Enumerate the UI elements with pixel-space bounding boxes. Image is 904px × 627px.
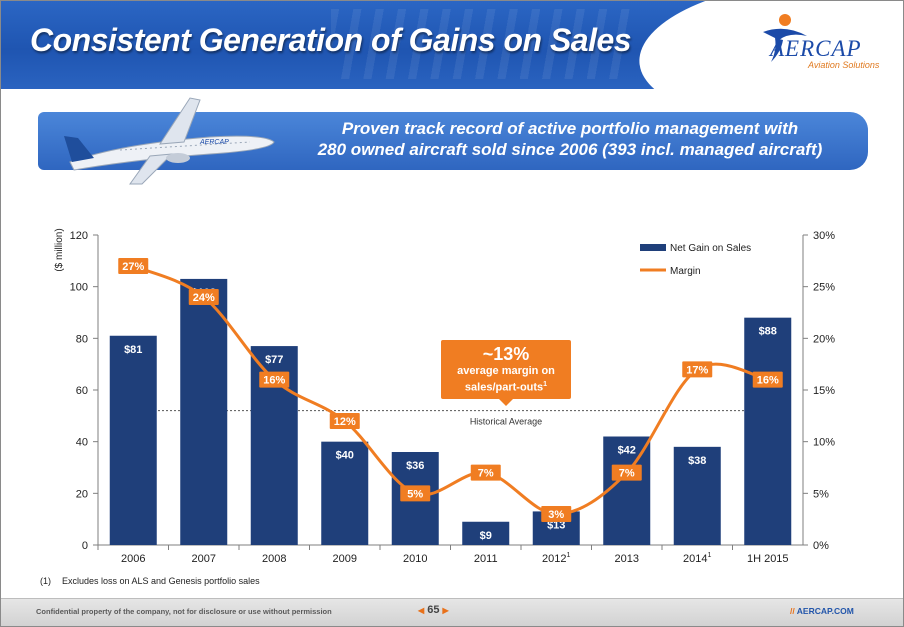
y-tick-label-left: 60 — [76, 385, 88, 397]
legend-bar-swatch — [640, 244, 666, 251]
prev-page-icon[interactable]: ◀ — [418, 606, 425, 615]
y-tick-label-right: 20% — [813, 333, 835, 345]
x-tick-label: 2011 — [474, 553, 498, 565]
y-tick-label-left: 0 — [82, 540, 88, 552]
gain-bar — [109, 335, 157, 545]
callout-pointer — [498, 398, 514, 406]
x-tick-label: 1H 2015 — [747, 553, 789, 565]
y-tick-label-left: 40 — [76, 437, 88, 449]
airplane-image: AERCAP — [64, 97, 275, 185]
gain-bar — [603, 436, 651, 545]
x-tick-label: 2010 — [403, 553, 427, 565]
x-tick-sup: 1 — [567, 552, 571, 559]
gain-bar-label: $9 — [480, 530, 492, 542]
footer-confidential: Confidential property of the company, no… — [36, 607, 332, 616]
x-tick-label: 2007 — [192, 553, 216, 565]
callout-line-2: sales/part-outs1 — [441, 378, 571, 395]
y-tick-label-right: 10% — [813, 437, 835, 449]
page-number: 65 — [427, 604, 440, 616]
callout-value: ~13% — [482, 344, 530, 364]
margin-label: 24% — [193, 292, 215, 304]
margin-label-box — [752, 371, 783, 388]
margin-label: 7% — [619, 468, 635, 480]
y-tick-label-left: 20 — [76, 488, 88, 500]
aercap-logo-icon — [763, 14, 807, 62]
footnote-number: (1) — [40, 576, 51, 586]
gain-bar-label: $42 — [618, 445, 636, 457]
margin-label: 3% — [548, 509, 564, 521]
y-tick-label-right: 15% — [813, 385, 835, 397]
gain-bar-label: $13 — [547, 519, 565, 531]
margin-label: 16% — [757, 375, 779, 387]
legend-line-label: Margin — [670, 266, 701, 277]
y-tick-label-right: 5% — [813, 488, 829, 500]
page-title: Consistent Generation of Gains on Sales — [30, 22, 632, 58]
margin-label-box — [259, 371, 290, 388]
historical-average-label: Historical Average — [470, 417, 542, 427]
gain-bar — [462, 521, 510, 545]
y-tick-label-left: 100 — [70, 282, 88, 294]
average-margin-callout: ~13% average margin on sales/part-outs1 — [441, 340, 571, 399]
banner-line-1: Proven track record of active portfolio … — [341, 119, 799, 138]
gain-bar-label: $77 — [265, 354, 283, 366]
y-tick-label-left: 120 — [70, 230, 88, 242]
banner-line-2: 280 owned aircraft sold since 2006 (393 … — [317, 140, 823, 159]
x-tick-label: 2013 — [615, 553, 639, 565]
header-decoration — [331, 9, 631, 79]
gain-bar — [321, 441, 369, 545]
gain-bar-label: $36 — [406, 460, 424, 472]
footer-slash: // — [790, 606, 795, 616]
x-tick-label: 20141 — [683, 552, 711, 565]
header-bar — [1, 1, 903, 89]
logo-wordmark: AERCAP — [770, 36, 862, 61]
x-tick-label: 2006 — [121, 553, 145, 565]
legend-bar-label: Net Gain on Sales — [670, 243, 751, 254]
gain-bar-label: $40 — [336, 450, 354, 462]
margin-label-box — [611, 464, 642, 481]
margin-label: 7% — [478, 468, 494, 480]
gain-bar-label: $38 — [688, 455, 706, 467]
x-tick-label: 2009 — [333, 553, 357, 565]
callout-line-1: average margin on — [457, 365, 555, 377]
margin-label-box — [470, 464, 501, 481]
callout-sup: 1 — [543, 381, 548, 388]
banner-text: Proven track record of active portfolio … — [250, 118, 890, 160]
svg-text:AERCAP: AERCAP — [199, 139, 229, 146]
margin-line — [132, 264, 769, 516]
footer-website[interactable]: // AERCAP.COM — [790, 606, 854, 616]
y-tick-label-right: 30% — [813, 230, 835, 242]
gain-bar-label: $81 — [124, 344, 142, 356]
margin-label-box — [682, 361, 713, 378]
margin-label: 27% — [122, 261, 144, 273]
footer-bar — [1, 598, 903, 626]
footer-url: AERCAP.COM — [796, 606, 854, 616]
margin-label-box — [188, 289, 219, 305]
y-tick-label-right: 25% — [813, 282, 835, 294]
footnote: (1) Excludes loss on ALS and Genesis port… — [40, 576, 260, 586]
footnote-text: Excludes loss on ALS and Genesis portfol… — [62, 576, 260, 586]
gain-bar — [744, 317, 792, 545]
margin-label: 16% — [263, 375, 285, 387]
margin-label-box — [541, 506, 572, 522]
margin-label-box — [329, 413, 360, 429]
margin-label-box — [400, 485, 431, 502]
y-tick-label-left: 80 — [76, 333, 88, 345]
x-tick-label: 20121 — [542, 552, 570, 565]
gain-bar-label: $88 — [759, 326, 777, 338]
x-tick-sup: 1 — [708, 552, 712, 559]
y-axis-label: ($ million) — [54, 228, 65, 271]
gain-bar — [180, 278, 228, 545]
margin-label: 5% — [407, 488, 423, 500]
margin-label: 17% — [686, 364, 708, 376]
callout-line-2-text: sales/part-outs — [464, 381, 544, 394]
x-tick-label: 2008 — [262, 553, 286, 565]
margin-label-box — [118, 258, 149, 274]
y-tick-label-right: 0% — [813, 540, 829, 552]
gain-bar — [673, 446, 721, 545]
margin-label: 12% — [334, 416, 356, 428]
footer-page-nav: ◀ 65 ▶ — [418, 604, 449, 616]
logo-subtitle: Aviation Solutions — [808, 60, 880, 70]
next-page-icon[interactable]: ▶ — [442, 606, 449, 615]
